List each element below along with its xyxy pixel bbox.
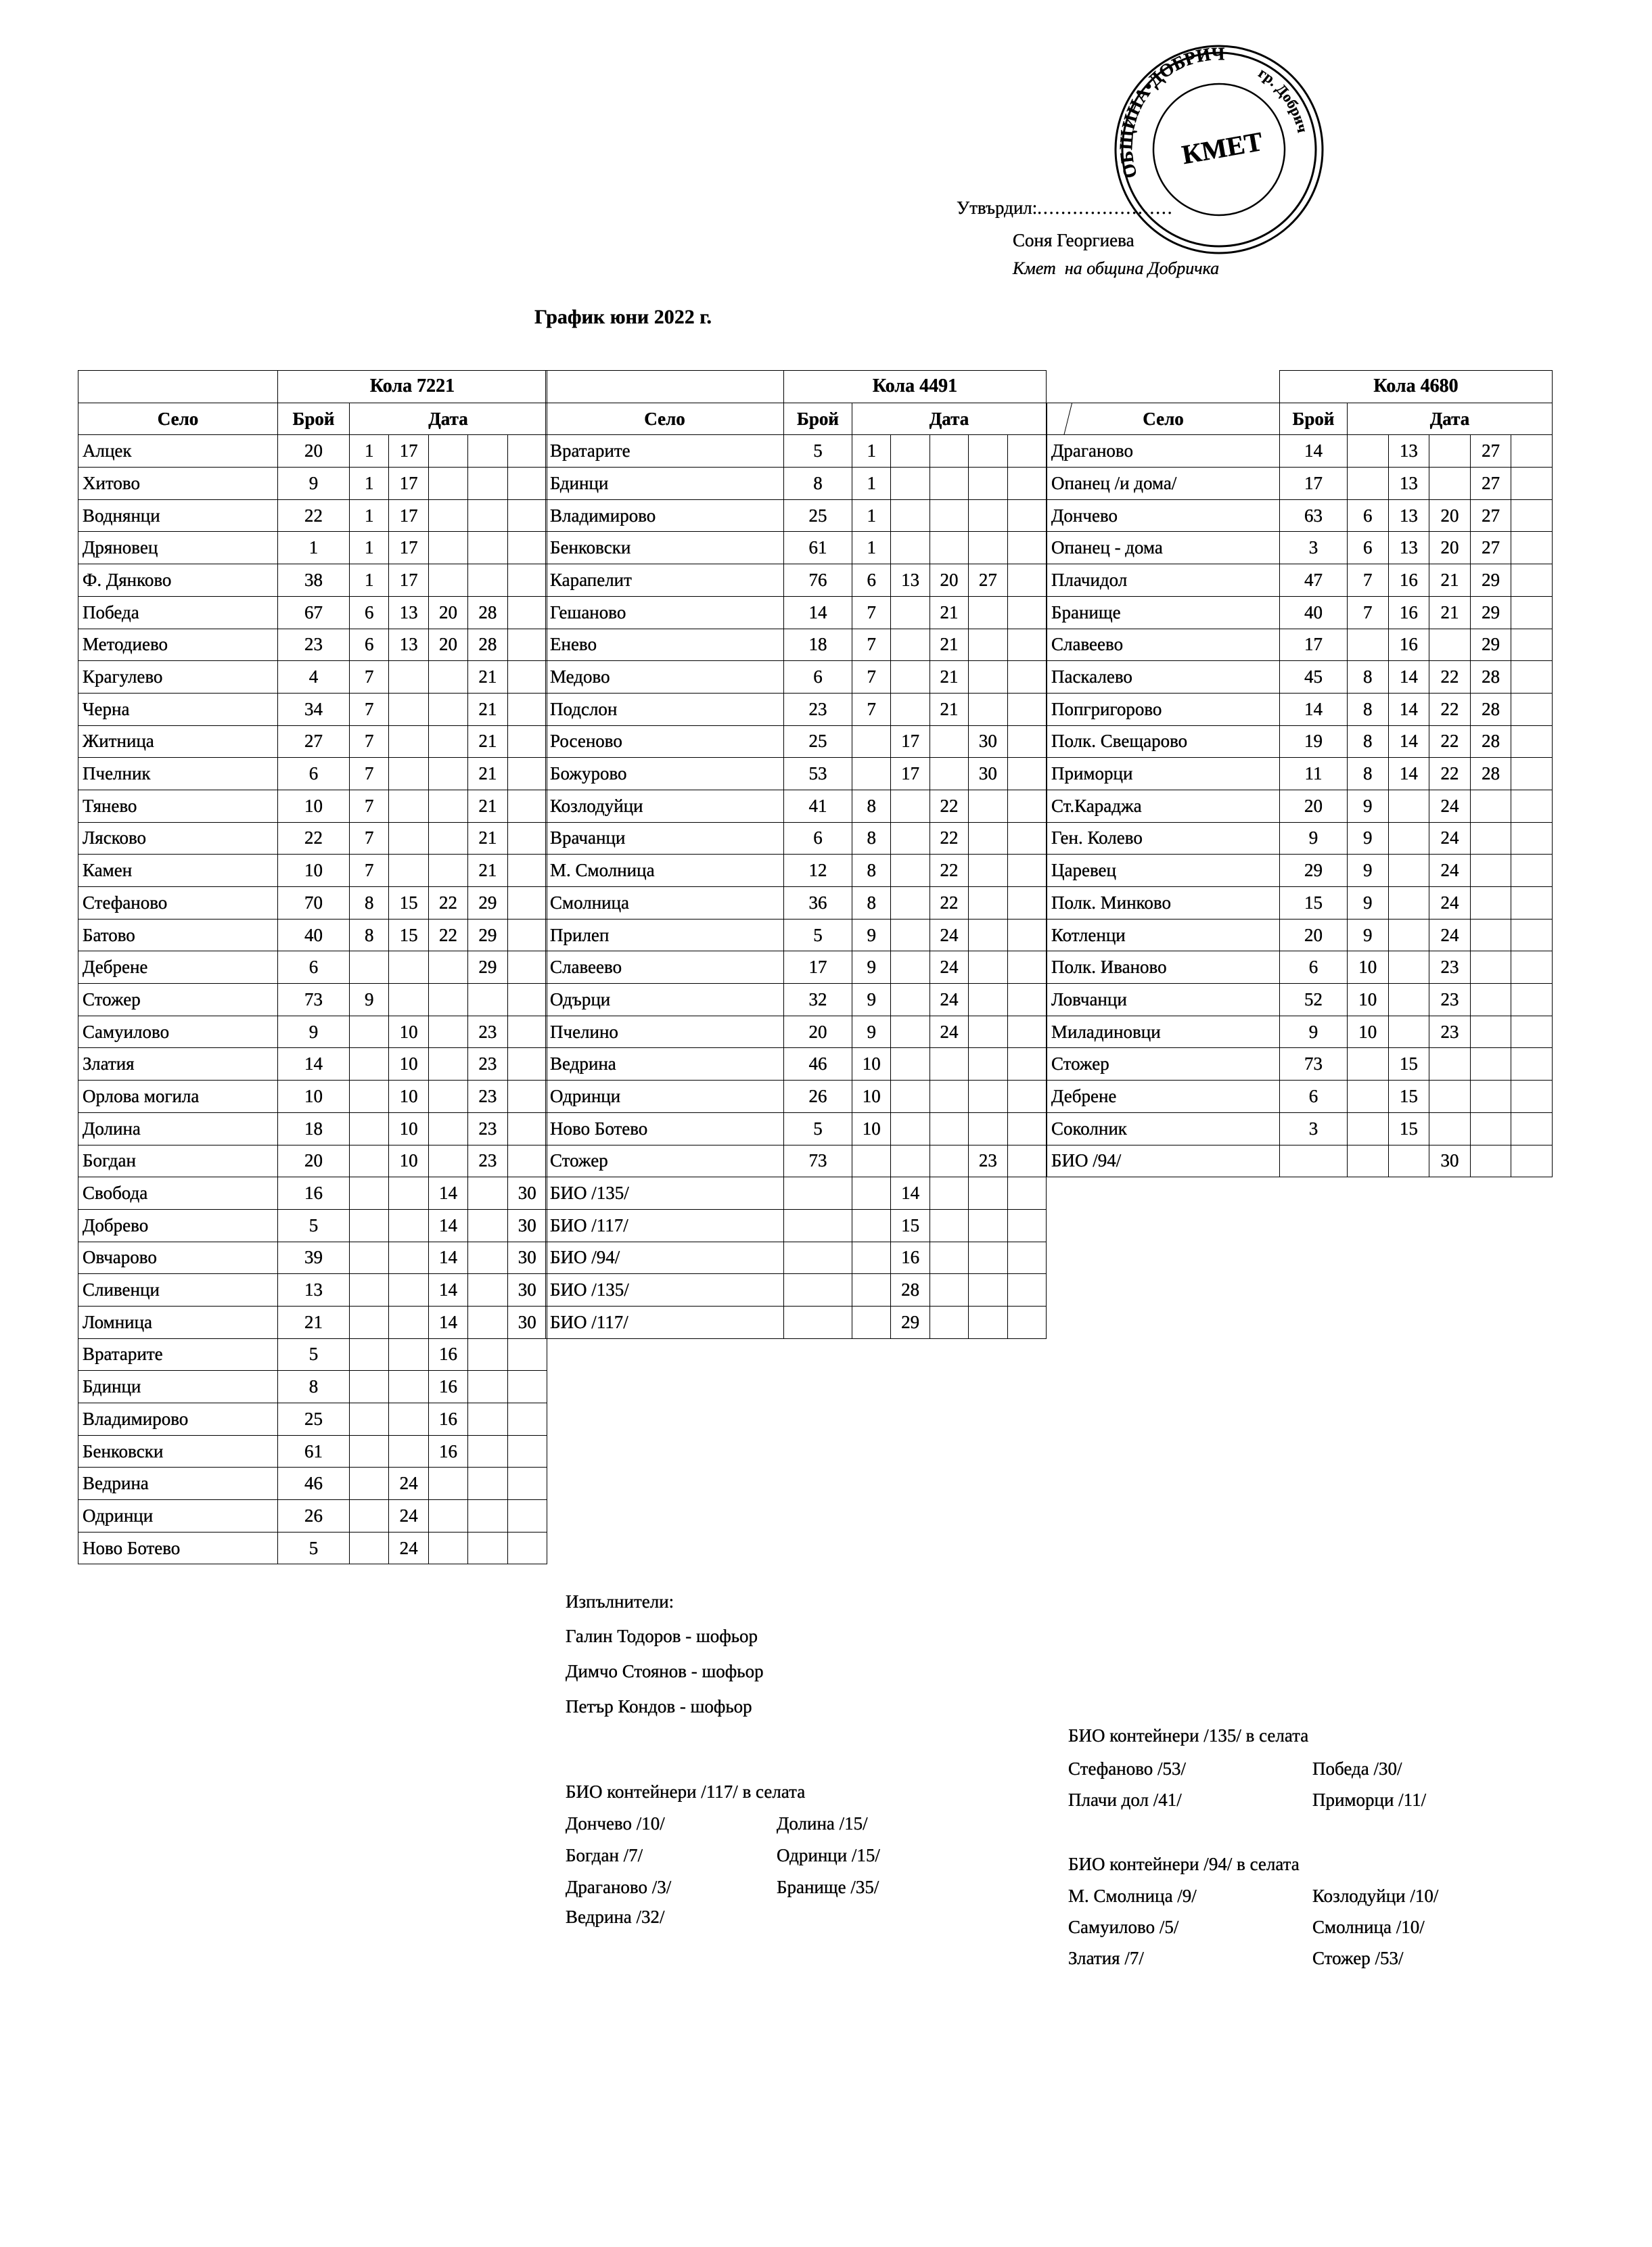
- svg-text:КМЕТ: КМЕТ: [1180, 126, 1265, 170]
- svg-text:гр. Добрич: гр. Добрич: [1255, 61, 1312, 137]
